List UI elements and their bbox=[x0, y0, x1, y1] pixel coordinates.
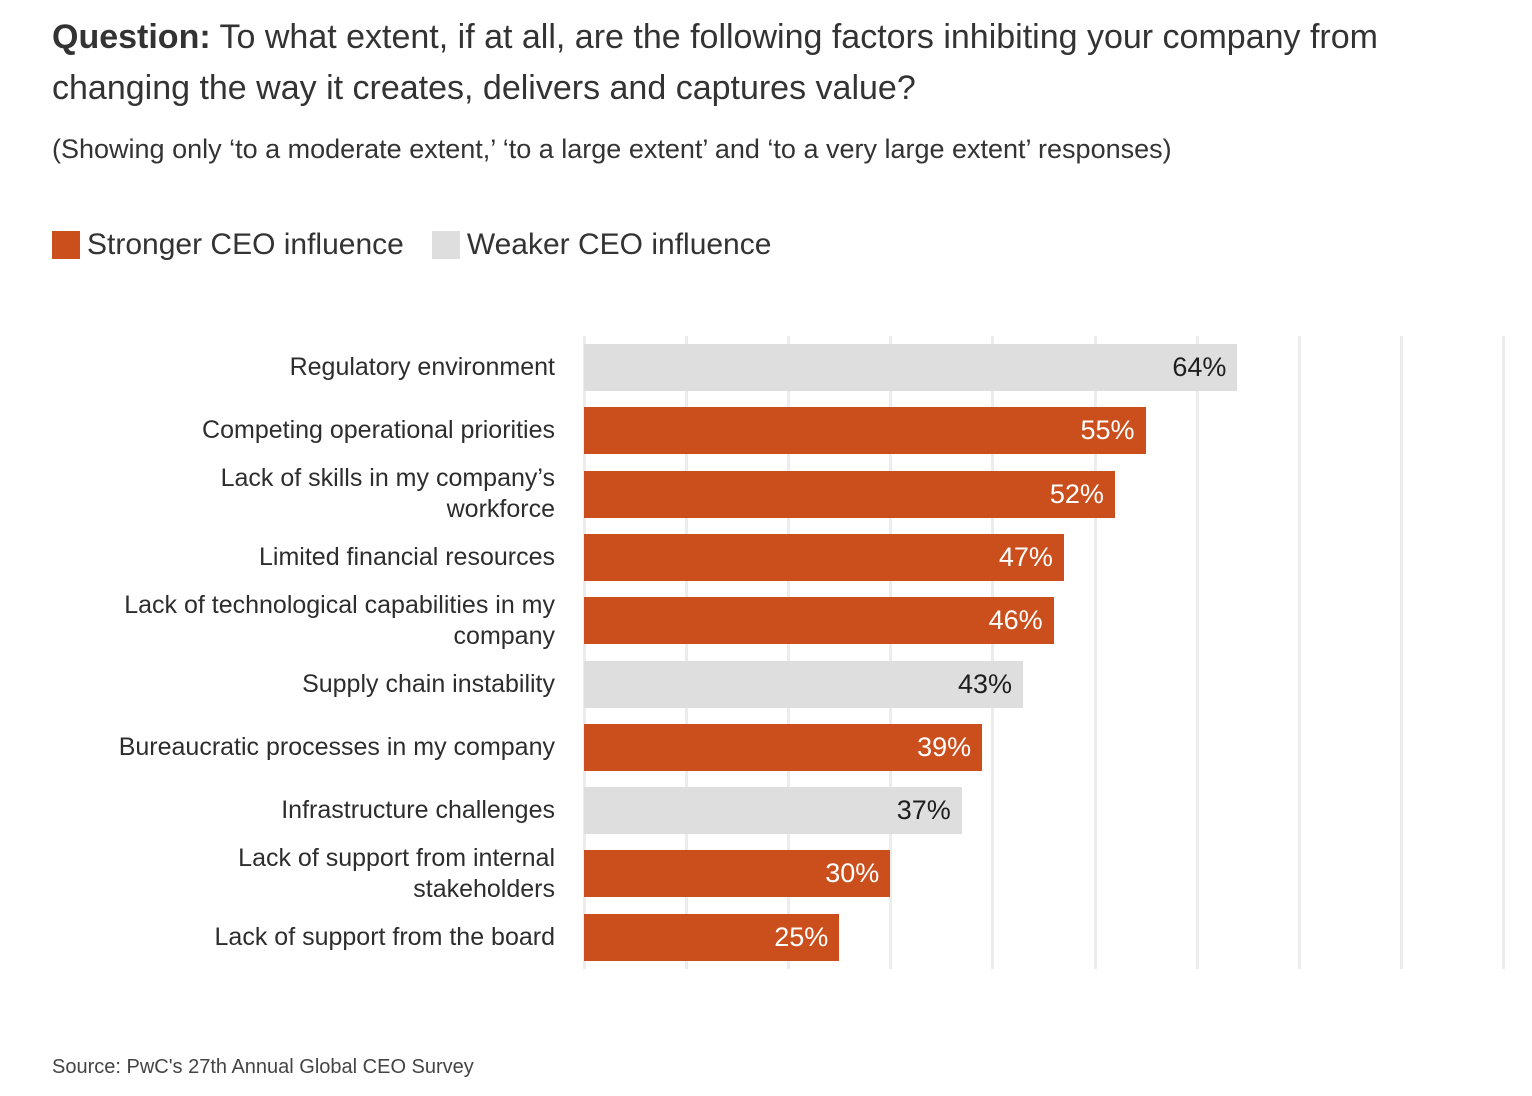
data-label: 25% bbox=[774, 921, 829, 952]
chart-subtitle: (Showing only ‘to a moderate extent,’ ‘t… bbox=[52, 134, 1172, 164]
bar bbox=[584, 850, 891, 898]
gridline bbox=[1093, 336, 1097, 969]
gridline bbox=[1399, 336, 1403, 969]
bar bbox=[584, 723, 983, 771]
data-label: 46% bbox=[988, 605, 1043, 636]
category-label: Lack of support from the board bbox=[214, 922, 555, 951]
gridline bbox=[1501, 336, 1505, 969]
category-label: Lack of support from internal stakeholde… bbox=[238, 843, 555, 903]
data-label: 52% bbox=[1049, 478, 1104, 509]
bar bbox=[584, 787, 962, 835]
data-label: 64% bbox=[1172, 352, 1227, 382]
data-label: 43% bbox=[957, 668, 1013, 699]
category-label: Infrastructure challenges bbox=[281, 796, 555, 825]
bar bbox=[584, 533, 1064, 581]
legend-swatch-weaker bbox=[431, 231, 460, 259]
data-label: 55% bbox=[1080, 415, 1135, 446]
bar bbox=[584, 660, 1024, 708]
category-label: Regulatory environment bbox=[289, 353, 555, 381]
gridline bbox=[583, 336, 586, 969]
category-label: Lack of technological capabilities in my… bbox=[124, 590, 555, 650]
gridline bbox=[889, 336, 893, 969]
bar bbox=[584, 597, 1054, 645]
legend-item-weaker: Weaker CEO influence bbox=[431, 228, 772, 262]
title-text: To what extent, if at all, are the follo… bbox=[52, 18, 1378, 107]
category-label: Competing operational priorities bbox=[202, 416, 555, 445]
gridline bbox=[787, 336, 791, 969]
bar bbox=[584, 913, 840, 961]
legend-label-stronger: Stronger CEO influence bbox=[87, 228, 404, 261]
category-label: Limited financial resources bbox=[259, 542, 555, 571]
category-label: Bureaucratic processes in my company bbox=[118, 732, 555, 761]
data-label: 37% bbox=[896, 795, 951, 826]
legend: Stronger CEO influence Weaker CEO influe… bbox=[52, 228, 799, 262]
bar bbox=[584, 344, 1238, 391]
bar bbox=[584, 470, 1115, 518]
bar bbox=[584, 407, 1146, 455]
category-label: Lack of skills in my company’s workforce bbox=[220, 464, 555, 524]
chart-title: Question: To what extent, if at all, are… bbox=[52, 12, 1502, 114]
data-label: 47% bbox=[998, 541, 1053, 572]
gridline bbox=[1297, 336, 1301, 969]
source-note: Source: PwC's 27th Annual Global CEO Sur… bbox=[52, 1056, 474, 1078]
data-label: 30% bbox=[825, 858, 880, 889]
gridline bbox=[991, 336, 995, 969]
legend-label-weaker: Weaker CEO influence bbox=[466, 228, 772, 261]
gridline bbox=[685, 336, 689, 969]
category-label: Supply chain instability bbox=[302, 669, 555, 698]
title-prefix: Question: bbox=[52, 18, 211, 56]
legend-swatch-stronger bbox=[52, 231, 80, 259]
gridline bbox=[1195, 336, 1199, 969]
data-label: 39% bbox=[917, 731, 972, 762]
legend-item-stronger: Stronger CEO influence bbox=[52, 228, 404, 262]
